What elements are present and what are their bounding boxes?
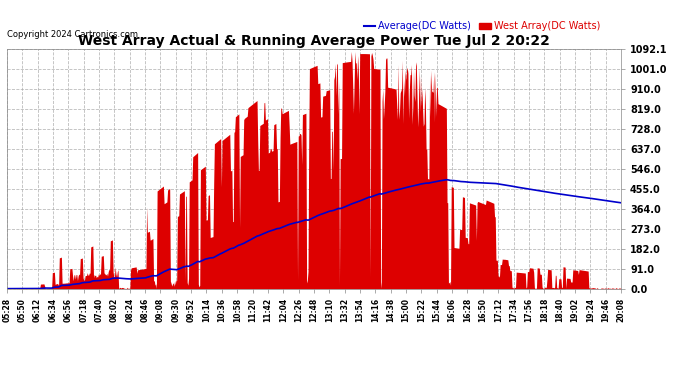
Text: Copyright 2024 Cartronics.com: Copyright 2024 Cartronics.com [7,30,138,39]
Title: West Array Actual & Running Average Power Tue Jul 2 20:22: West Array Actual & Running Average Powe… [78,34,550,48]
Legend: Average(DC Watts), West Array(DC Watts): Average(DC Watts), West Array(DC Watts) [360,18,604,35]
